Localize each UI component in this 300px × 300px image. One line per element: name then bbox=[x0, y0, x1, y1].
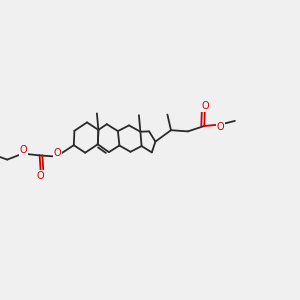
Text: O: O bbox=[37, 171, 45, 181]
Text: O: O bbox=[217, 122, 224, 133]
Text: O: O bbox=[53, 148, 61, 158]
Text: O: O bbox=[201, 101, 209, 112]
Text: O: O bbox=[20, 145, 28, 155]
